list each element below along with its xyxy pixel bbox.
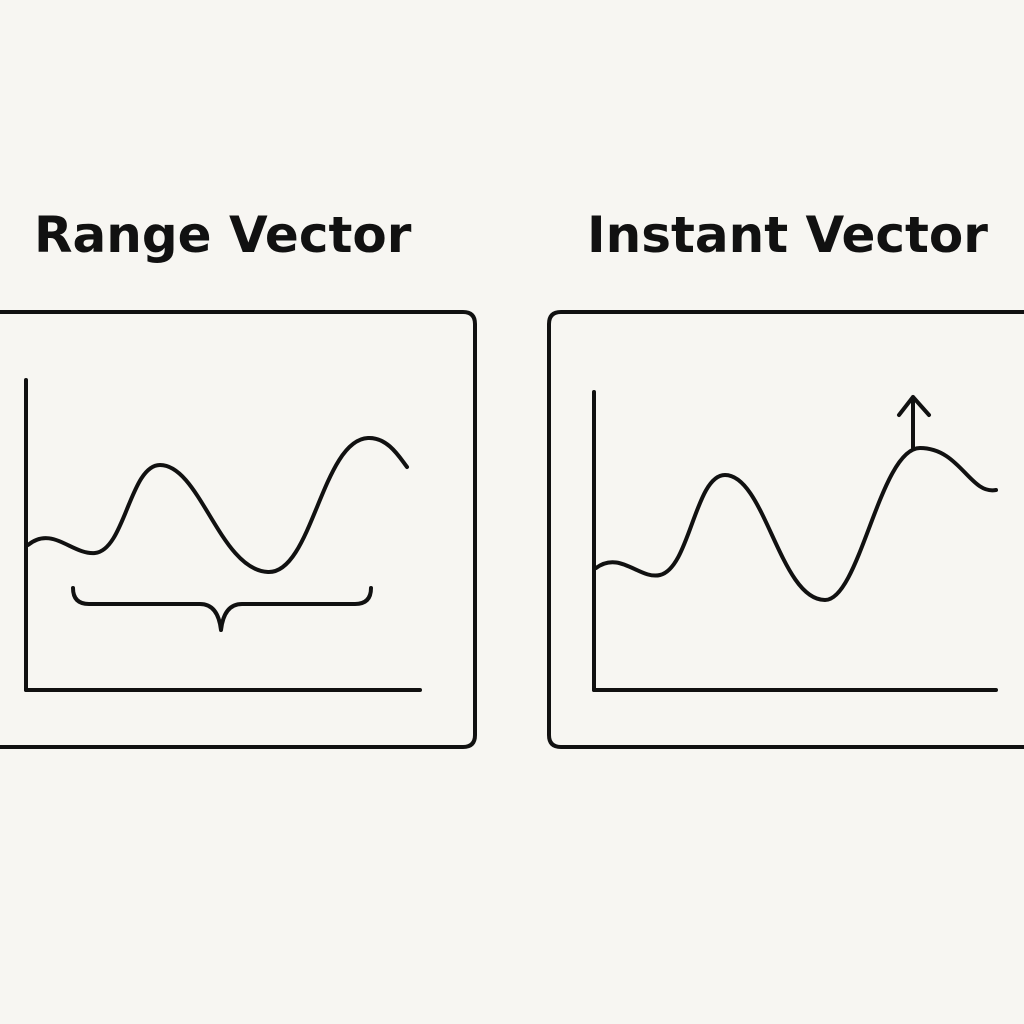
instant-vector-title: Instant Vector: [587, 206, 988, 264]
range-brace-icon: [71, 586, 373, 632]
instant-series-line: [594, 446, 998, 602]
range-series-line: [26, 435, 409, 575]
instant-panel-frame: [547, 310, 1024, 749]
instant-vector-panel: [547, 310, 1024, 749]
range-vector-title: Range Vector: [34, 206, 412, 264]
range-vector-panel: [0, 310, 477, 749]
range-panel-frame: [0, 310, 477, 749]
up-arrow-icon: [897, 395, 931, 450]
